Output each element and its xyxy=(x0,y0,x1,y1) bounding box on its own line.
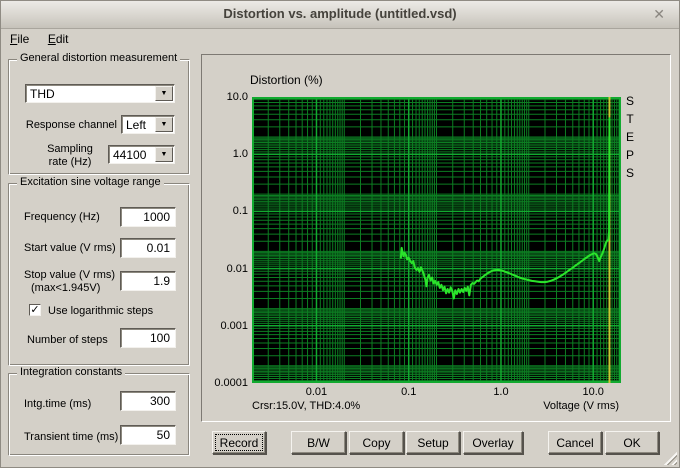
measurement-type-value: THD xyxy=(30,87,55,101)
chevron-down-icon[interactable]: ▼ xyxy=(155,147,173,162)
steps-label: S T E P S xyxy=(625,94,634,180)
menu-edit[interactable]: Edit xyxy=(47,32,69,46)
measurement-type-dropdown[interactable]: THD ▼ xyxy=(25,84,175,103)
chart-panel: Distortion (%) 10.0 1.0 0.1 0.01 0.001 0.0001… xyxy=(201,54,671,422)
y-tick: 0.1 xyxy=(232,205,248,218)
x-tick: 10.0 xyxy=(582,386,604,398)
overlay-button[interactable]: Overlay xyxy=(463,431,523,454)
ok-button[interactable]: OK xyxy=(605,431,659,454)
group-integration: Integration constants Intg.time (ms) Tra… xyxy=(8,366,190,456)
response-channel-label: Response channel xyxy=(25,119,117,131)
transient-time-input[interactable] xyxy=(120,425,176,445)
chevron-down-icon[interactable]: ▼ xyxy=(155,86,173,101)
y-tick: 0.01 xyxy=(226,262,248,275)
y-tick: 1.0 xyxy=(232,148,248,161)
response-channel-dropdown[interactable]: Left ▼ xyxy=(121,115,175,134)
y-tick: 0.001 xyxy=(220,319,248,332)
cancel-button[interactable]: Cancel xyxy=(548,431,602,454)
sampling-rate-dropdown[interactable]: 44100 ▼ xyxy=(108,145,175,164)
response-channel-value: Left xyxy=(126,118,147,132)
group-general-title: General distortion measurement xyxy=(17,52,181,64)
stop-value-label: Stop value (V rms) xyxy=(24,269,116,281)
group-excitation-title: Excitation sine voltage range xyxy=(17,176,164,188)
chevron-down-icon[interactable]: ▼ xyxy=(155,117,173,132)
y-tick: 10.0 xyxy=(226,91,248,103)
log-steps-label: Use logarithmic steps xyxy=(48,305,154,317)
group-integration-title: Integration constants xyxy=(17,366,126,378)
sampling-rate-label: Sampling rate (Hz) xyxy=(47,143,93,168)
start-value-input[interactable] xyxy=(120,238,176,258)
copy-button[interactable]: Copy xyxy=(349,431,404,454)
frequency-input[interactable] xyxy=(120,207,176,227)
log-steps-checkbox[interactable]: ✓ xyxy=(29,304,41,316)
x-tick: 0.1 xyxy=(401,386,417,398)
title-bar[interactable]: Distortion vs. amplitude (untitled.vsd) … xyxy=(1,1,679,29)
record-button[interactable]: Record xyxy=(212,431,266,454)
number-of-steps-label: Number of steps xyxy=(27,334,108,346)
intg-time-label: Intg.time (ms) xyxy=(24,398,92,410)
bw-button[interactable]: B/W xyxy=(291,431,346,454)
group-general: General distortion measurement THD ▼ Res… xyxy=(8,52,190,175)
number-of-steps-input[interactable] xyxy=(120,328,176,348)
intg-time-input[interactable] xyxy=(120,391,176,411)
menu-file[interactable]: File xyxy=(10,32,30,46)
x-axis-label: Voltage (V rms) xyxy=(543,400,619,412)
cursor-readout: Crsr:15.0V, THD:4.0% xyxy=(252,400,361,412)
x-tick: 0.01 xyxy=(305,386,328,398)
close-icon[interactable]: ✕ xyxy=(653,6,665,22)
group-excitation: Excitation sine voltage range Frequency … xyxy=(8,176,190,366)
window-title: Distortion vs. amplitude (untitled.vsd) xyxy=(223,6,457,21)
x-tick: 1.0 xyxy=(493,386,509,398)
frequency-label: Frequency (Hz) xyxy=(24,211,100,223)
start-value-label: Start value (V rms) xyxy=(24,242,116,254)
thd-curve xyxy=(399,117,611,300)
sampling-rate-value: 44100 xyxy=(113,148,147,162)
distortion-plot-area[interactable] xyxy=(252,97,621,383)
transient-time-label: Transient time (ms) xyxy=(24,431,119,443)
setup-button[interactable]: Setup xyxy=(406,431,460,454)
stop-value-input[interactable] xyxy=(120,271,176,291)
y-tick: 0.0001 xyxy=(214,377,248,389)
chart-title: Distortion (%) xyxy=(250,73,323,87)
resize-grip-icon[interactable] xyxy=(662,450,677,465)
menu-bar: File Edit xyxy=(1,29,679,50)
stop-value-note: (max<1.945V) xyxy=(31,282,101,294)
